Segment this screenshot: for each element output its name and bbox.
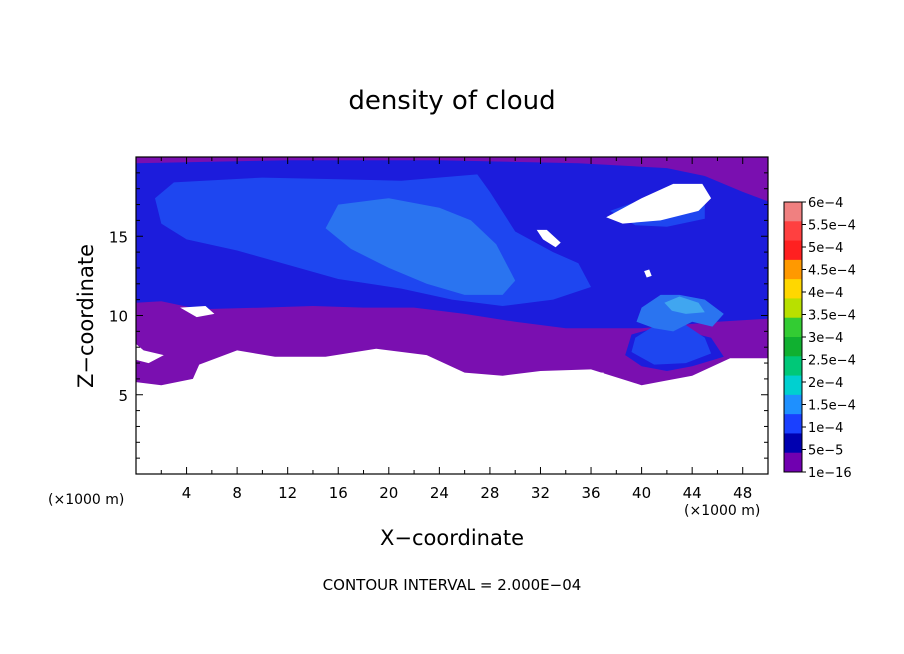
- colorbar-label: 1.5e−4: [808, 399, 856, 414]
- colorbar-swatch: [784, 375, 802, 396]
- density-region-core-7: [636, 294, 724, 332]
- y-tick-label: 10: [109, 308, 128, 326]
- colorbar-label: 5e−5: [808, 444, 843, 459]
- density-region-inner-4: [631, 321, 712, 365]
- x-tick-label: 24: [430, 484, 449, 502]
- colorbar-label: 1e−4: [808, 421, 843, 436]
- x-tick-label: 20: [379, 484, 398, 502]
- x-tick-label: 44: [683, 484, 702, 502]
- colorbar-label: 5e−4: [808, 241, 843, 256]
- colorbar: 6e−4 5.5e−4 5e−4 4.5e−4 4e−4 3.5e−4 3e−4 2.5e−4…: [783, 196, 856, 481]
- colorbar-label: 2.5e−4: [808, 354, 856, 369]
- colorbar-label: 6e−4: [808, 196, 843, 211]
- density-region-peak-8: [664, 296, 705, 314]
- x-axis-unit-right: (×1000 m): [684, 503, 761, 519]
- cloud-density-field: [136, 157, 768, 386]
- density-region-core-6: [325, 198, 516, 295]
- colorbar-label: 3e−4: [808, 331, 843, 346]
- colorbar-swatch: [784, 414, 802, 434]
- colorbar-label: 1e−16: [808, 466, 852, 481]
- x-tick-label: 16: [329, 484, 348, 502]
- colorbar-swatch: [784, 298, 802, 319]
- colorbar-swatch: [784, 317, 802, 338]
- colorbar-label: 2e−4: [808, 376, 843, 391]
- x-axis-label: X−coordinate: [380, 526, 524, 550]
- colorbar-swatch: [784, 240, 802, 261]
- colorbar-swatch: [784, 259, 802, 280]
- x-tick-label: 28: [480, 484, 499, 502]
- x-tick-label: 4: [182, 484, 192, 502]
- x-tick-label: 12: [278, 484, 297, 502]
- clear-air-gap-0: [606, 183, 712, 224]
- plot-frame: [135, 156, 769, 475]
- chart-title: density of cloud: [348, 86, 556, 116]
- colorbar-label: 4e−4: [808, 286, 843, 301]
- colorbar-label: 4.5e−4: [808, 264, 856, 279]
- clear-air-gap-1: [536, 229, 561, 248]
- clear-air-gap-3: [180, 306, 215, 318]
- colorbar-swatch: [784, 221, 802, 242]
- colorbar-label: 5.5e−4: [808, 219, 856, 234]
- colorbar-swatch: [784, 452, 802, 473]
- colorbar-swatch: [784, 337, 802, 357]
- y-axis-label: Z−coordinate: [74, 244, 98, 388]
- x-tick-label: 48: [733, 484, 752, 502]
- colorbar-swatch: [784, 433, 802, 454]
- y-tick-label: 5: [118, 387, 128, 405]
- colorbar-swatch: [784, 202, 802, 222]
- clear-air-gap-5: [594, 372, 604, 381]
- colorbar-swatch: [784, 279, 802, 299]
- colorbar-label: 3.5e−4: [808, 309, 856, 324]
- x-tick-label: 32: [531, 484, 550, 502]
- x-tick-label: 40: [632, 484, 651, 502]
- x-tick-label: 8: [232, 484, 242, 502]
- colorbar-swatch: [784, 356, 802, 377]
- clear-air-gap-4: [340, 375, 350, 386]
- colorbar-swatch: [784, 394, 802, 415]
- clear-air-gap-2: [644, 269, 652, 278]
- x-tick-label: 36: [581, 484, 600, 502]
- y-tick-label: 15: [109, 228, 128, 246]
- contour-interval-note: CONTOUR INTERVAL = 2.000E−04: [322, 576, 582, 594]
- x-axis-unit-left: (×1000 m): [48, 492, 125, 508]
